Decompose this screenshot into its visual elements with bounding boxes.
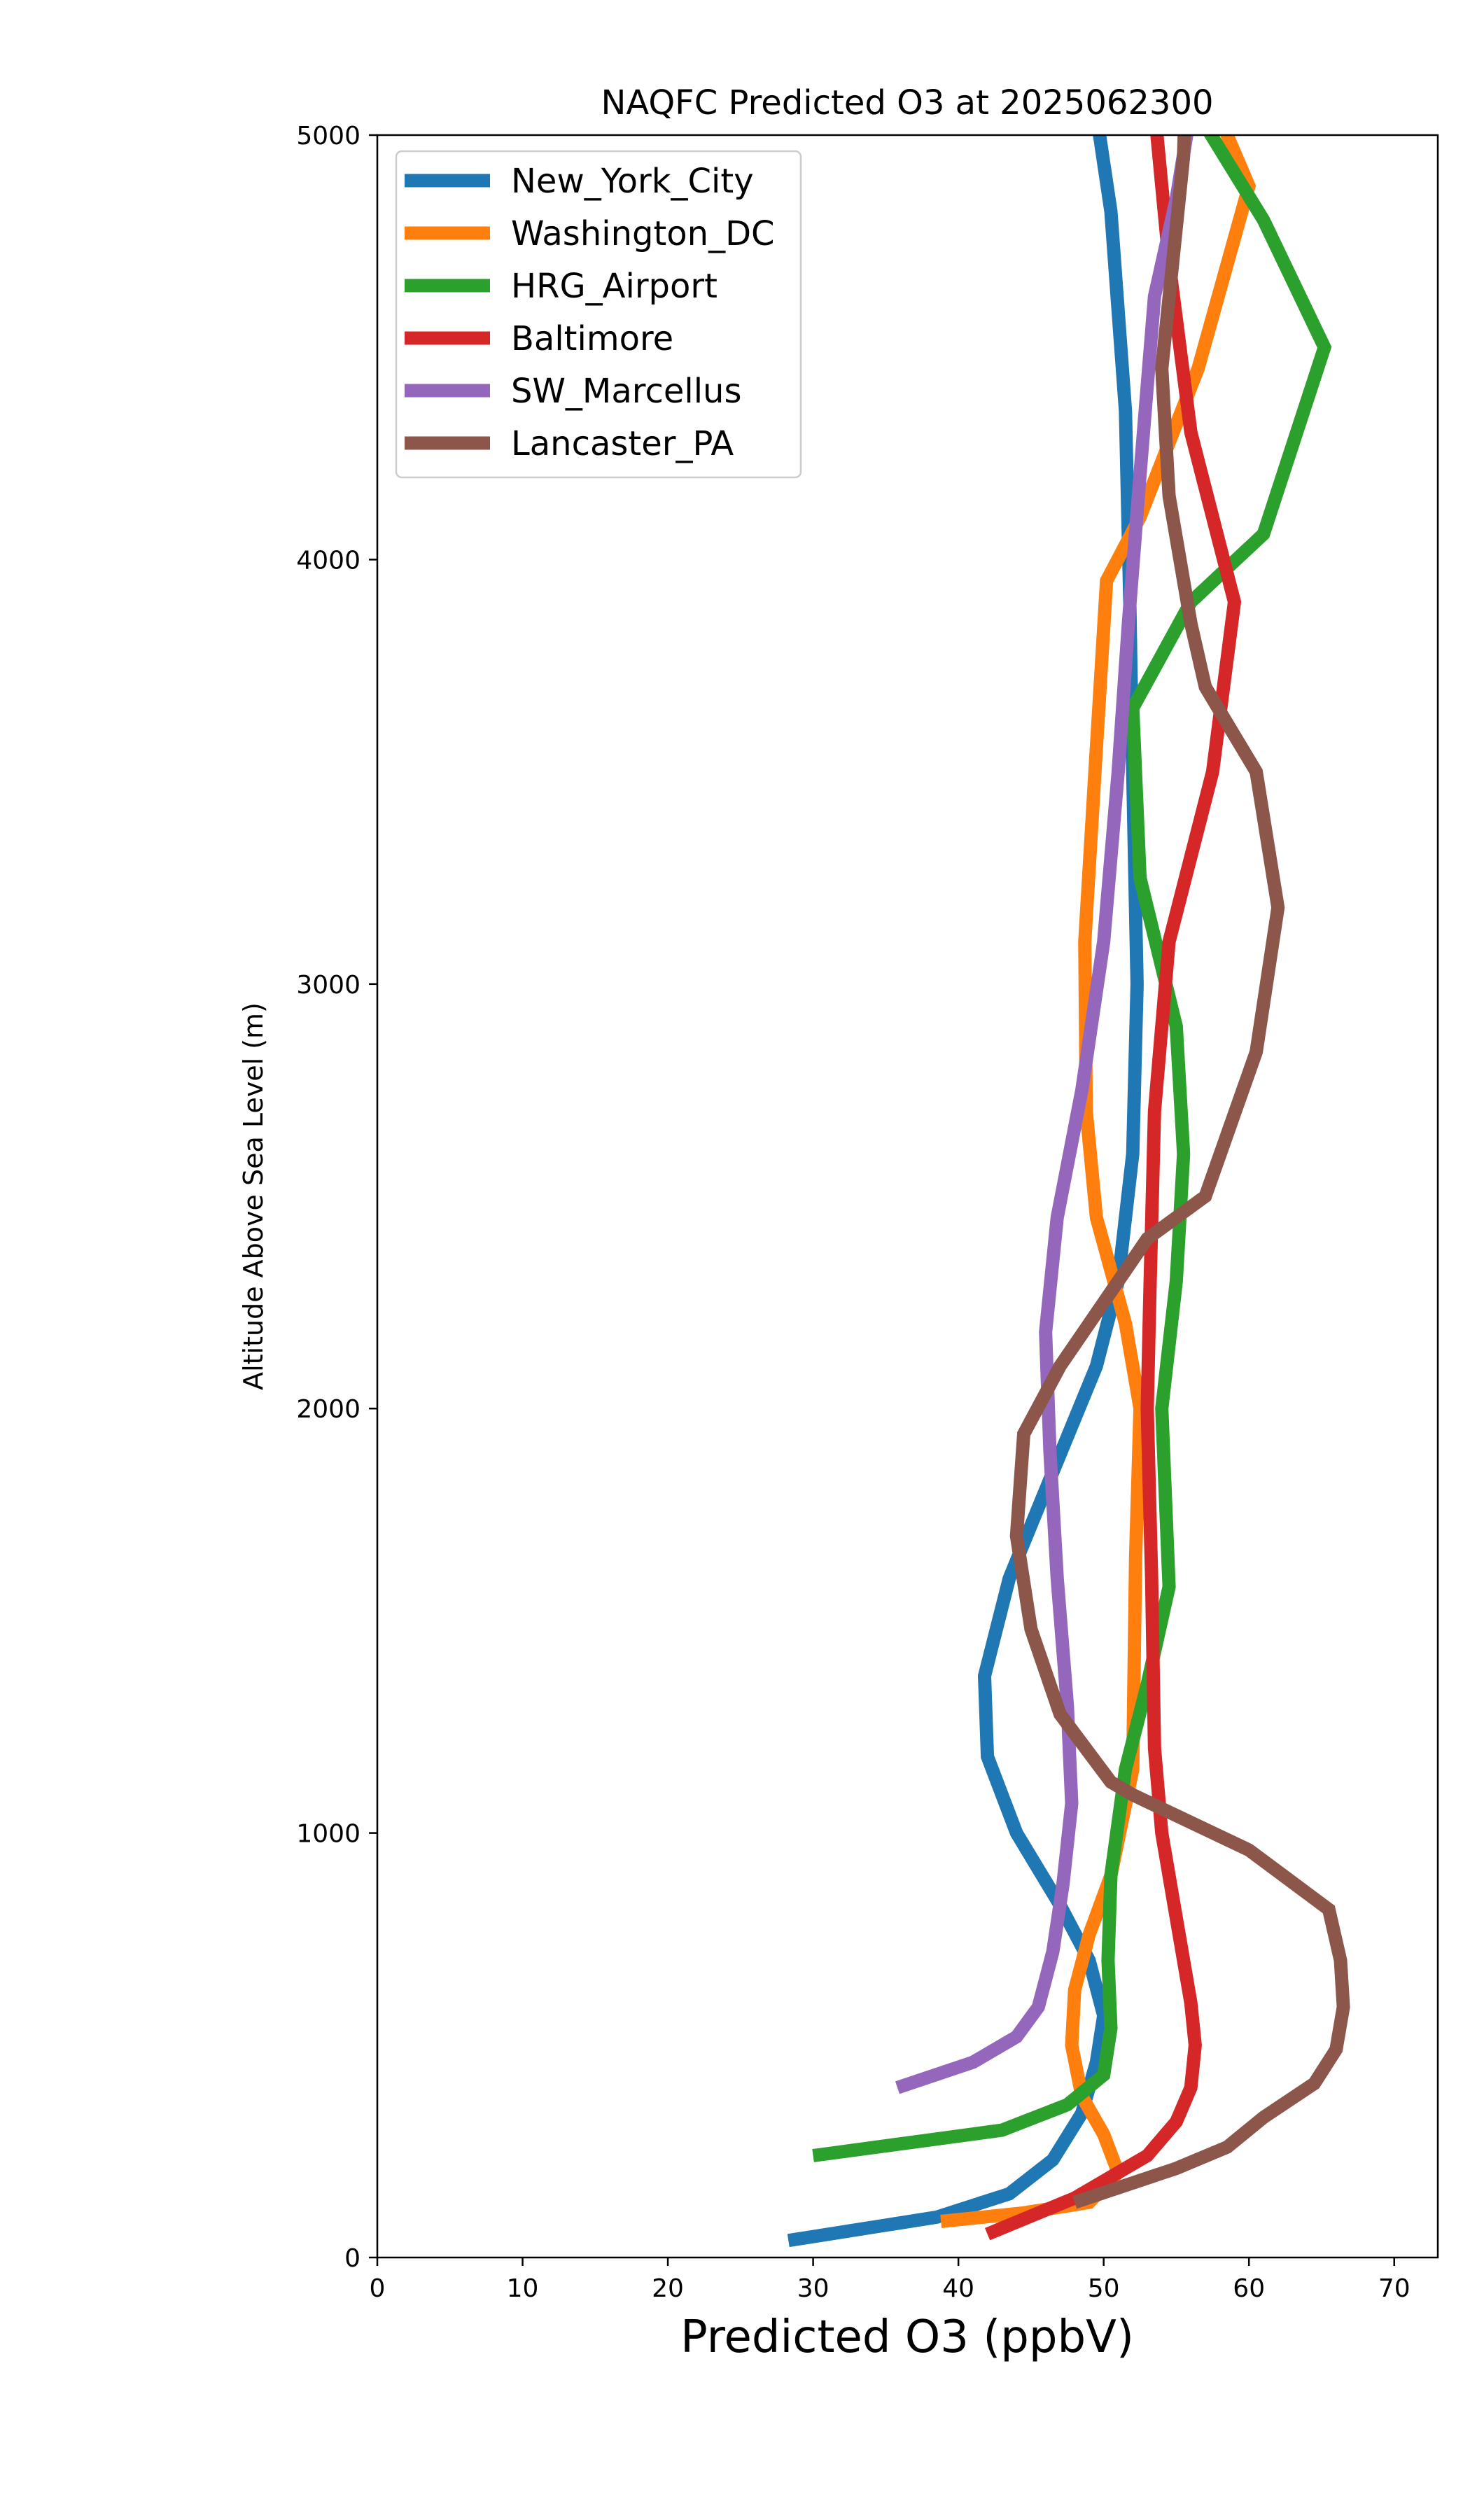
x-axis-title: Predicted O3 (ppbV) bbox=[680, 2311, 1134, 2363]
legend-label: Washington_DC bbox=[511, 214, 775, 253]
x-tick-label: 70 bbox=[1378, 2274, 1410, 2303]
legend-label: Lancaster_PA bbox=[511, 424, 734, 463]
legend-frame bbox=[395, 150, 802, 479]
plot-frame bbox=[376, 134, 1439, 2259]
x-tick-label: 50 bbox=[1088, 2274, 1120, 2303]
y-tick-label: 4000 bbox=[296, 546, 360, 575]
x-tick-label: 20 bbox=[652, 2274, 684, 2303]
x-tick-label: 10 bbox=[507, 2274, 539, 2303]
series-line-washington-dc bbox=[940, 135, 1256, 2228]
legend-item-sw-marcellus: SW_Marcellus bbox=[405, 372, 741, 411]
x-axis: 0 10 20 30 40 50 60 70 bbox=[370, 2258, 1410, 2303]
y-tick-label: 0 bbox=[344, 2244, 360, 2273]
legend-item-baltimore: Baltimore bbox=[405, 319, 673, 358]
series-line-baltimore bbox=[984, 135, 1242, 2241]
series-line-lancaster-pa bbox=[1009, 135, 1350, 2209]
chart-title: NAQFC Predicted O3 at 2025062300 bbox=[601, 83, 1213, 122]
x-tick-label: 40 bbox=[942, 2274, 974, 2303]
y-tick-label: 2000 bbox=[296, 1395, 360, 1424]
x-tick-label: 0 bbox=[370, 2274, 386, 2303]
y-tick-label: 3000 bbox=[296, 971, 360, 1000]
legend-label: HRG_Airport bbox=[511, 267, 718, 306]
y-axis-title: Altitude Above Sea Level (m) bbox=[238, 1002, 269, 1390]
series-line-hrg-airport bbox=[812, 135, 1332, 2162]
y-axis: 0 1000 2000 3000 4000 5000 bbox=[296, 122, 377, 2273]
y-tick-label: 1000 bbox=[296, 1820, 360, 1849]
legend-label: Baltimore bbox=[511, 319, 673, 358]
legend: New_York_City Washington_DC HRG_Airport Bal… bbox=[395, 150, 802, 479]
series-layer bbox=[787, 135, 1350, 2248]
legend-item-washington-dc: Washington_DC bbox=[405, 214, 775, 253]
x-tick-label: 60 bbox=[1233, 2274, 1265, 2303]
legend-item-lancaster-pa: Lancaster_PA bbox=[405, 424, 734, 463]
legend-label: New_York_City bbox=[511, 162, 754, 201]
x-tick-label: 30 bbox=[797, 2274, 830, 2303]
y-tick-label: 5000 bbox=[296, 122, 360, 150]
legend-label: SW_Marcellus bbox=[511, 372, 741, 411]
legend-item-new-york-city: New_York_City bbox=[405, 162, 754, 201]
legend-item-hrg-airport: HRG_Airport bbox=[405, 267, 718, 306]
